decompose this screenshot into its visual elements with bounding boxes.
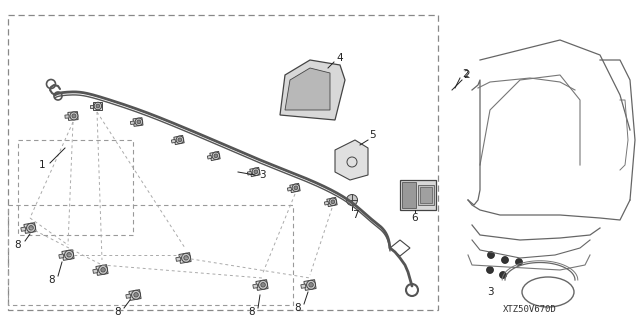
Text: 2: 2 (463, 69, 469, 79)
Bar (301, 284, 306, 288)
Circle shape (72, 114, 76, 118)
Bar (207, 155, 212, 159)
Bar (250, 167, 260, 177)
Circle shape (137, 120, 141, 124)
Bar (418, 185, 434, 205)
Bar (126, 294, 131, 298)
Circle shape (134, 293, 138, 297)
Bar (402, 182, 416, 208)
Circle shape (212, 152, 220, 160)
Bar (174, 135, 184, 145)
Bar (176, 257, 181, 261)
Circle shape (94, 102, 102, 110)
Bar (287, 187, 292, 191)
Text: 3: 3 (259, 170, 266, 180)
Bar (179, 253, 191, 263)
Bar (131, 121, 134, 124)
Text: 7: 7 (352, 210, 358, 220)
Circle shape (502, 256, 509, 263)
Circle shape (99, 265, 108, 274)
Bar (68, 112, 78, 120)
Bar (24, 223, 36, 234)
Circle shape (176, 136, 184, 144)
Circle shape (184, 256, 188, 260)
Circle shape (214, 154, 218, 158)
Bar (62, 250, 74, 260)
Circle shape (346, 195, 358, 205)
Text: XTZ50V670D: XTZ50V670D (503, 306, 557, 315)
Bar (253, 284, 258, 288)
Bar (59, 254, 64, 258)
Bar (210, 152, 220, 160)
Text: 8: 8 (49, 275, 55, 285)
Text: 8: 8 (294, 303, 301, 313)
Bar (327, 197, 337, 207)
Circle shape (132, 290, 141, 299)
Text: 2: 2 (464, 70, 470, 80)
Circle shape (331, 200, 335, 204)
Bar (133, 118, 143, 126)
Circle shape (182, 253, 191, 262)
Circle shape (329, 198, 337, 205)
Circle shape (65, 250, 74, 259)
Circle shape (515, 258, 522, 265)
Circle shape (135, 118, 143, 126)
Bar (129, 290, 141, 300)
Bar (324, 201, 329, 205)
Polygon shape (335, 140, 368, 180)
Bar (400, 180, 436, 210)
Bar (256, 280, 268, 290)
Circle shape (67, 253, 71, 257)
Circle shape (70, 112, 78, 120)
Text: 1: 1 (38, 160, 45, 170)
Bar (8, 205, 293, 305)
Circle shape (101, 268, 106, 272)
Circle shape (499, 271, 506, 278)
Text: 8: 8 (115, 307, 122, 317)
Polygon shape (280, 60, 345, 120)
Circle shape (486, 266, 493, 273)
Text: 5: 5 (370, 130, 376, 140)
Circle shape (307, 280, 316, 289)
Circle shape (261, 283, 266, 287)
Circle shape (259, 280, 268, 289)
Text: 8: 8 (15, 240, 21, 250)
Text: 8: 8 (249, 307, 255, 317)
Circle shape (309, 283, 314, 287)
Bar (65, 115, 69, 118)
Bar (93, 102, 102, 110)
Bar (93, 269, 98, 273)
Circle shape (252, 168, 260, 175)
Bar (420, 187, 432, 203)
Text: 3: 3 (486, 287, 493, 297)
Bar (96, 265, 108, 275)
Bar (8, 15, 438, 310)
Circle shape (96, 104, 100, 108)
Text: 6: 6 (412, 213, 419, 223)
Bar (90, 105, 93, 108)
Circle shape (29, 226, 33, 230)
Bar (21, 227, 26, 231)
Circle shape (292, 184, 300, 192)
Circle shape (294, 186, 298, 190)
Circle shape (488, 251, 495, 258)
Circle shape (254, 170, 258, 174)
Bar (304, 280, 316, 290)
Bar (290, 183, 300, 193)
Circle shape (27, 223, 36, 232)
Circle shape (178, 138, 182, 142)
Bar (172, 139, 175, 143)
Polygon shape (285, 68, 330, 110)
Bar (18, 140, 133, 235)
Bar (247, 171, 252, 175)
Text: 4: 4 (337, 53, 343, 63)
